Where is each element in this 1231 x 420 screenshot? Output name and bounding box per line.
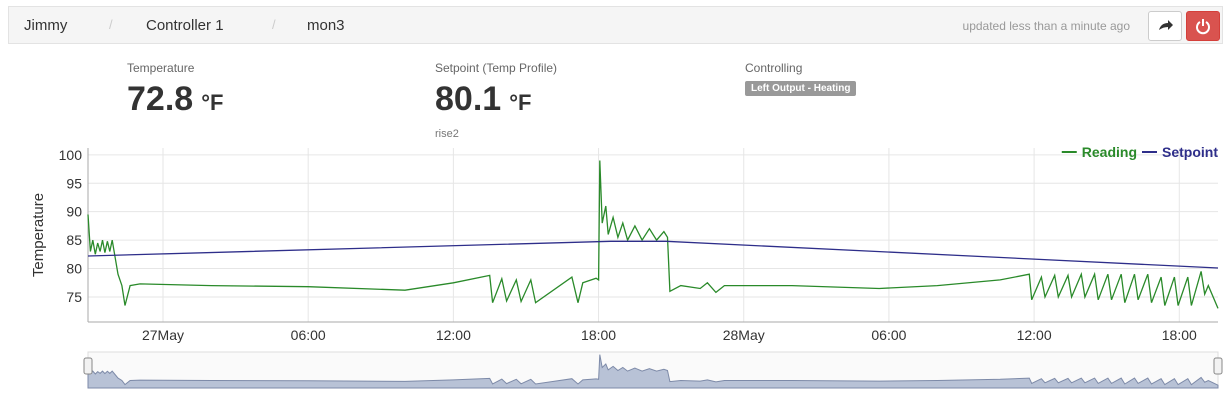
status: updated less than a minute ago xyxy=(962,19,1130,33)
crumb[interactable]: mon3 xyxy=(307,17,345,34)
y-tick-label: 100 xyxy=(59,147,83,163)
x-tick-label: 06:00 xyxy=(291,327,326,343)
x-tick-label: 06:00 xyxy=(871,327,906,343)
stat-label: Controlling xyxy=(745,61,803,75)
profile-name: rise2 xyxy=(435,128,459,140)
navigator-handle xyxy=(1213,357,1223,375)
line-series xyxy=(87,160,1219,309)
legend-label: Reading xyxy=(1082,144,1137,160)
navigator-handle xyxy=(83,357,93,375)
x-tick-label: 18:00 xyxy=(1162,327,1197,343)
power-button[interactable] xyxy=(1186,11,1220,41)
x-tick-label: 18:00 xyxy=(581,327,616,343)
crumb[interactable]: Jimmy xyxy=(24,17,68,34)
legend-label: Setpoint xyxy=(1162,144,1218,160)
badge: Left Output - Heating xyxy=(745,81,857,96)
separator: / xyxy=(272,17,276,32)
unit: °F xyxy=(509,90,532,115)
x-tick-label: 12:00 xyxy=(436,327,471,343)
y-tick-label: 95 xyxy=(66,175,82,191)
stat-value: 72.8 °F xyxy=(127,80,223,119)
x-tick-label: 28May xyxy=(723,327,765,343)
power-icon xyxy=(1196,19,1210,35)
value: 80.1 xyxy=(435,80,502,118)
share-icon xyxy=(1159,20,1173,30)
x-tick-label: 27May xyxy=(142,327,184,343)
y-tick-label: 80 xyxy=(66,261,82,277)
y-tick-label: 90 xyxy=(66,204,82,220)
y-tick-label: 85 xyxy=(66,232,82,248)
unit: °F xyxy=(201,90,224,115)
crumb[interactable]: Controller 1 xyxy=(146,17,224,34)
line-series xyxy=(87,240,1219,269)
navigator-area xyxy=(87,354,1219,389)
x-tick-label: 12:00 xyxy=(1017,327,1052,343)
value: 72.8 xyxy=(127,80,194,118)
y-axis-label: Temperature xyxy=(30,193,47,277)
y-tick-label: 75 xyxy=(66,289,82,305)
separator: / xyxy=(109,17,113,32)
breadcrumb-bar: Jimmy / Controller 1 / mon3 updated less… xyxy=(8,6,1223,44)
share-button[interactable] xyxy=(1148,11,1182,41)
stat-label: Temperature xyxy=(127,61,195,75)
stat-value: 80.1 °F xyxy=(435,80,531,119)
stat-label: Setpoint (Temp Profile) xyxy=(435,61,558,75)
